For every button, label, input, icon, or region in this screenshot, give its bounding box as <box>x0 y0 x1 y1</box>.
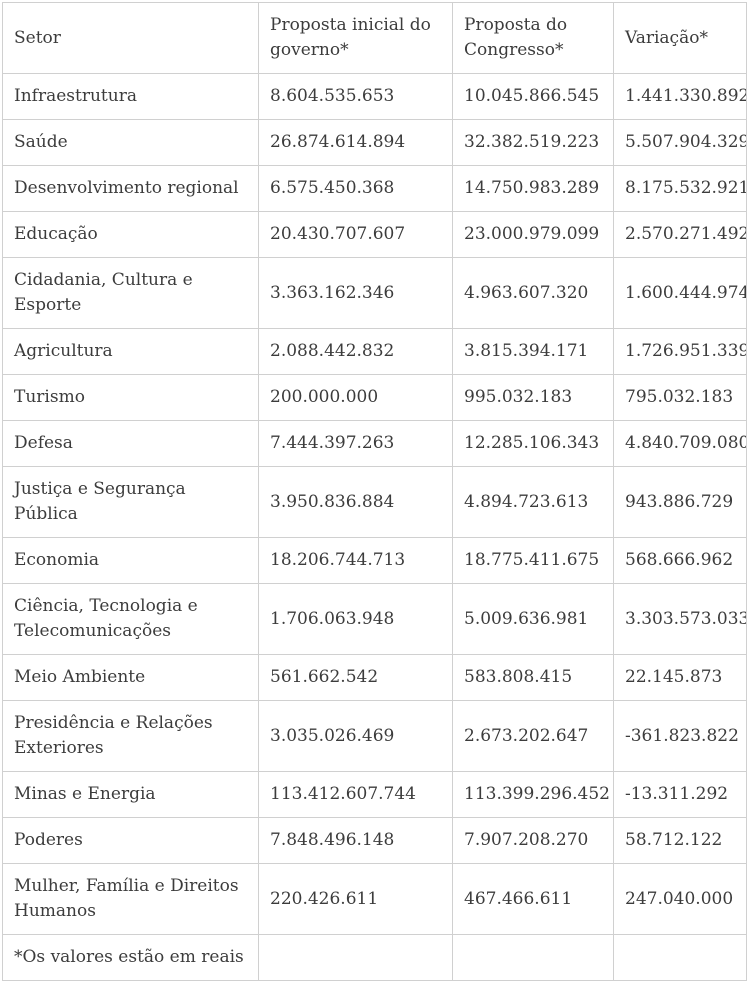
value-cell: 2.570.271.492 <box>613 211 747 258</box>
sector-cell: Economia <box>2 537 259 584</box>
value-cell: 4.894.723.613 <box>452 466 614 538</box>
value-cell: 8.604.535.653 <box>258 73 453 120</box>
table-row: Mulher, Família e Direitos Humanos 220.42… <box>2 863 747 935</box>
sector-cell: Meio Ambiente <box>2 654 259 701</box>
footnote-text: *Os valores estão em reais <box>2 934 259 981</box>
value-cell: 26.874.614.894 <box>258 119 453 166</box>
sector-cell: Turismo <box>2 374 259 421</box>
value-cell: 5.009.636.981 <box>452 583 614 655</box>
header-row: Setor Proposta inicial do governo* Propo… <box>2 2 747 74</box>
sector-cell: Saúde <box>2 119 259 166</box>
footnote-empty-cell <box>258 934 453 981</box>
value-cell: 4.963.607.320 <box>452 257 614 329</box>
value-cell: 12.285.106.343 <box>452 420 614 467</box>
table-row: Economia 18.206.744.713 18.775.411.675 568.… <box>2 537 747 584</box>
table-row: Poderes 7.848.496.148 7.907.208.270 58.712.… <box>2 817 747 864</box>
table-row: Presidência e Relações Exteriores 3.035.0… <box>2 700 747 772</box>
sector-cell: Defesa <box>2 420 259 467</box>
value-cell: 1.441.330.892 <box>613 73 747 120</box>
sector-cell: Justiça e Segurança Pública <box>2 466 259 538</box>
value-cell: 22.145.873 <box>613 654 747 701</box>
value-cell: 23.000.979.099 <box>452 211 614 258</box>
value-cell: 1.726.951.339 <box>613 328 747 375</box>
value-cell: 7.907.208.270 <box>452 817 614 864</box>
value-cell: 20.430.707.607 <box>258 211 453 258</box>
value-cell: 18.775.411.675 <box>452 537 614 584</box>
value-cell: 5.507.904.329 <box>613 119 747 166</box>
value-cell: 467.466.611 <box>452 863 614 935</box>
table-row: Educação 20.430.707.607 23.000.979.099 2.57… <box>2 211 747 258</box>
value-cell: 561.662.542 <box>258 654 453 701</box>
sector-cell: Educação <box>2 211 259 258</box>
value-cell: -361.823.822 <box>613 700 747 772</box>
sector-cell: Infraestrutura <box>2 73 259 120</box>
value-cell: 4.840.709.080 <box>613 420 747 467</box>
value-cell: 113.399.296.452 <box>452 771 614 818</box>
table-row: Justiça e Segurança Pública 3.950.836.884… <box>2 466 747 538</box>
value-cell: 7.444.397.263 <box>258 420 453 467</box>
table-row: Meio Ambiente 561.662.542 583.808.415 22.14… <box>2 654 747 701</box>
value-cell: -13.311.292 <box>613 771 747 818</box>
sector-cell: Desenvolvimento regional <box>2 165 259 212</box>
value-cell: 2.088.442.832 <box>258 328 453 375</box>
table-row: Cidadania, Cultura e Esporte 3.363.162.34… <box>2 257 747 329</box>
sector-cell: Mulher, Família e Direitos Humanos <box>2 863 259 935</box>
footnote-row: *Os valores estão em reais <box>2 934 747 981</box>
value-cell: 200.000.000 <box>258 374 453 421</box>
value-cell: 32.382.519.223 <box>452 119 614 166</box>
table-row: Turismo 200.000.000 995.032.183 795.032.183 <box>2 374 747 421</box>
value-cell: 2.673.202.647 <box>452 700 614 772</box>
sector-cell: Cidadania, Cultura e Esporte <box>2 257 259 329</box>
value-cell: 3.363.162.346 <box>258 257 453 329</box>
table-row: Ciência, Tecnologia e Telecomunicações 1.… <box>2 583 747 655</box>
value-cell: 220.426.611 <box>258 863 453 935</box>
value-cell: 6.575.450.368 <box>258 165 453 212</box>
value-cell: 3.815.394.171 <box>452 328 614 375</box>
value-cell: 3.035.026.469 <box>258 700 453 772</box>
table-row: Minas e Energia 113.412.607.744 113.399.29… <box>2 771 747 818</box>
column-header-setor: Setor <box>2 2 259 74</box>
value-cell: 943.886.729 <box>613 466 747 538</box>
sector-cell: Poderes <box>2 817 259 864</box>
value-cell: 113.412.607.744 <box>258 771 453 818</box>
column-header-proposta-congresso: Proposta do Congresso* <box>452 2 614 74</box>
value-cell: 3.303.573.033 <box>613 583 747 655</box>
column-header-proposta-governo: Proposta inicial do governo* <box>258 2 453 74</box>
value-cell: 995.032.183 <box>452 374 614 421</box>
column-header-variacao: Variação* <box>613 2 747 74</box>
sector-cell: Minas e Energia <box>2 771 259 818</box>
value-cell: 7.848.496.148 <box>258 817 453 864</box>
value-cell: 247.040.000 <box>613 863 747 935</box>
sector-cell: Ciência, Tecnologia e Telecomunicações <box>2 583 259 655</box>
value-cell: 14.750.983.289 <box>452 165 614 212</box>
value-cell: 3.950.836.884 <box>258 466 453 538</box>
table-row: Infraestrutura 8.604.535.653 10.045.866.54… <box>2 73 747 120</box>
value-cell: 1.706.063.948 <box>258 583 453 655</box>
value-cell: 10.045.866.545 <box>452 73 614 120</box>
footnote-empty-cell <box>613 934 747 981</box>
value-cell: 1.600.444.974 <box>613 257 747 329</box>
value-cell: 583.808.415 <box>452 654 614 701</box>
sector-cell: Agricultura <box>2 328 259 375</box>
table-row: Desenvolvimento regional 6.575.450.368 14.… <box>2 165 747 212</box>
sector-cell: Presidência e Relações Exteriores <box>2 700 259 772</box>
value-cell: 58.712.122 <box>613 817 747 864</box>
footnote-empty-cell <box>452 934 614 981</box>
value-cell: 8.175.532.921 <box>613 165 747 212</box>
value-cell: 568.666.962 <box>613 537 747 584</box>
value-cell: 18.206.744.713 <box>258 537 453 584</box>
table-row: Defesa 7.444.397.263 12.285.106.343 4.840.7… <box>2 420 747 467</box>
table-row: Agricultura 2.088.442.832 3.815.394.171 1.7… <box>2 328 747 375</box>
value-cell: 795.032.183 <box>613 374 747 421</box>
table-row: Saúde 26.874.614.894 32.382.519.223 5.507.9… <box>2 119 747 166</box>
